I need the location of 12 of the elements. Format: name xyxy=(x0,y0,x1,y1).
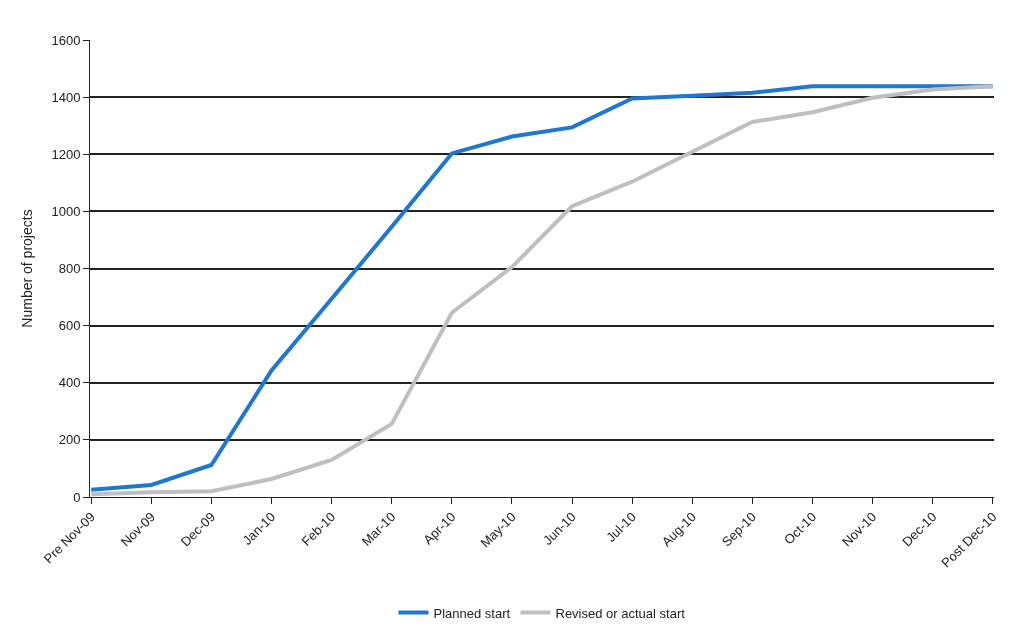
y-tick-label: 0 xyxy=(73,489,81,505)
y-tick-label: 1000 xyxy=(51,203,81,219)
legend-label: Planned start xyxy=(433,605,511,621)
y-axis-title: Number of projects xyxy=(19,209,36,328)
y-tick-label: 200 xyxy=(58,432,81,448)
y-tick-label: 400 xyxy=(58,375,81,391)
legend-label: Revised or actual start xyxy=(555,605,686,621)
y-tick-label: 1600 xyxy=(51,32,81,48)
y-tick-label: 800 xyxy=(58,261,81,277)
y-tick-label: 1200 xyxy=(51,146,81,162)
y-tick-label: 600 xyxy=(58,318,81,334)
y-tick-label: 1400 xyxy=(51,89,81,105)
